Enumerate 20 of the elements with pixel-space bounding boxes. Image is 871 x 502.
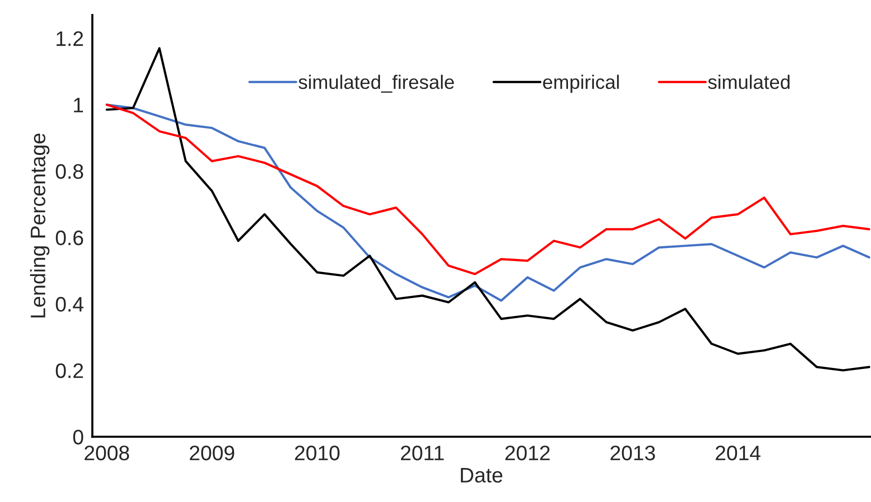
x-axis-title: Date [460,468,502,483]
x-tick-label: 2011 [400,446,444,460]
y-tick-label: 0.8 [56,164,84,179]
y-tick-label: 1 [74,98,83,112]
y-tick-label: 0.6 [56,230,84,246]
y-axis-title: Lending Percentage [30,134,50,318]
x-tick-label: 2012 [505,446,550,460]
legend-label: empirical [543,74,619,93]
x-tick-label: 2014 [716,446,760,460]
legend-label: simulated [708,74,790,90]
legend-label: simulated_firesale [298,74,454,93]
x-tick-label: 2008 [84,446,130,460]
y-tick-label: 0.2 [56,363,83,378]
y-tick-label: 0 [73,430,84,444]
y-tick-label: 1.2 [56,31,83,46]
x-tick-label: 2013 [610,446,655,460]
line-series [106,47,870,372]
y-tick-label: 0.4 [56,296,84,312]
x-tick-label: 2009 [190,446,234,460]
x-tick-label: 2010 [295,446,340,460]
